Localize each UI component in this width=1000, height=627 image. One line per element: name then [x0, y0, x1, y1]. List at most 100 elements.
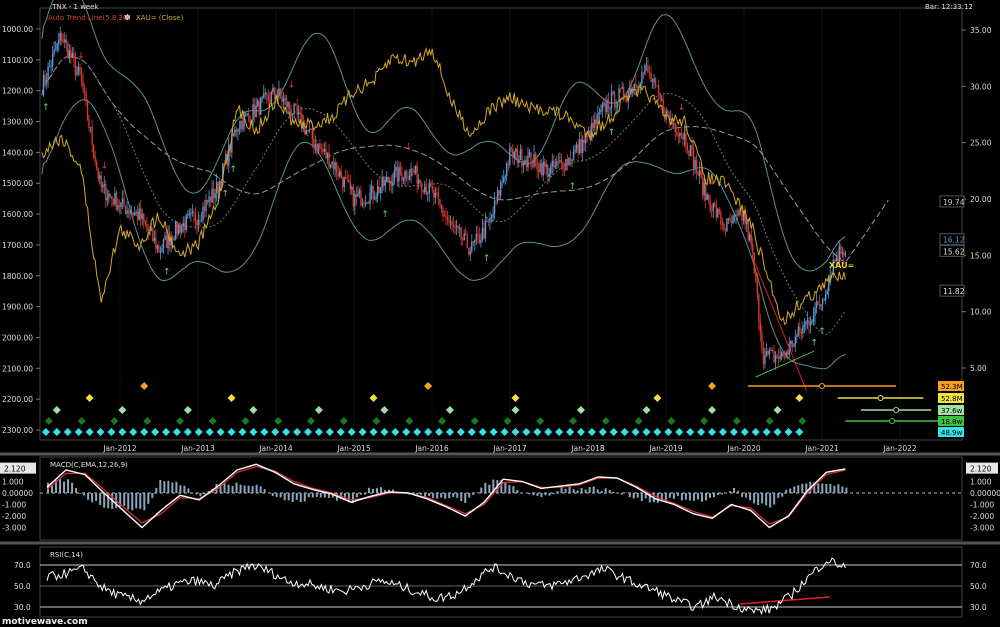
right-tick-label: 30.00	[970, 82, 992, 91]
candle-body	[550, 165, 552, 174]
candle-body	[565, 158, 567, 171]
candle-body	[256, 100, 259, 106]
candle-body	[744, 212, 746, 225]
candle-body	[475, 233, 478, 240]
candle-body	[539, 163, 541, 172]
candle-body	[65, 39, 67, 44]
candle-body	[130, 212, 133, 214]
candle-body	[372, 185, 374, 200]
candle-body	[755, 272, 757, 281]
macd-histogram-bar	[737, 490, 740, 493]
macd-histogram-bar	[444, 493, 447, 499]
candle-body	[785, 352, 787, 357]
candle-body	[282, 98, 285, 102]
macd-right-value-label: 2.120	[970, 465, 992, 474]
signal-diamond-cyan	[489, 428, 498, 436]
candle-body	[123, 198, 125, 207]
candle-body	[536, 159, 538, 170]
left-tick-label: 1200.00	[2, 87, 33, 96]
signal-diamond-cyan	[609, 428, 618, 436]
macd-histogram-bar	[608, 490, 611, 493]
macd-right-label: -3.000	[970, 524, 994, 533]
candle-body	[774, 355, 777, 363]
macd-title: MACD(C,EMA,12,26,9)	[50, 461, 128, 469]
left-tick-label: 1000.00	[2, 25, 33, 34]
candle-body	[814, 308, 816, 316]
candle-body	[695, 159, 698, 173]
candle-body	[629, 87, 631, 92]
macd-histogram-bar	[544, 493, 547, 496]
candle-body	[566, 158, 569, 166]
candle-body	[247, 113, 250, 116]
candle-body	[779, 356, 781, 359]
macd-histogram-bar	[107, 493, 110, 509]
candle-body	[77, 67, 80, 72]
candle-body	[387, 176, 389, 183]
price-label-box	[939, 244, 965, 257]
trend-line-green	[755, 350, 815, 378]
macd-histogram-bar	[464, 493, 467, 503]
macd-histogram-bar	[721, 493, 724, 495]
candle-body	[431, 186, 434, 190]
macd-histogram-bar	[79, 493, 82, 494]
candle-body	[413, 169, 415, 174]
candle-body	[641, 72, 643, 84]
candle-body	[533, 154, 535, 167]
signal-diamond-cyan	[118, 428, 127, 436]
macd-histogram-bar	[713, 493, 716, 498]
gear-icon[interactable]: ✽	[124, 13, 131, 22]
macd-histogram-bar	[741, 493, 744, 497]
candle-body	[302, 123, 304, 129]
candle-body	[58, 40, 60, 44]
candle-body	[442, 208, 444, 216]
candle-body	[414, 165, 417, 174]
signal-diamond-lightgreen	[380, 406, 389, 414]
candle-body	[742, 212, 745, 221]
up-arrow-icon: ↑	[483, 254, 491, 264]
candle-body	[231, 133, 233, 153]
candle-body	[70, 50, 72, 58]
candle-body	[692, 149, 695, 169]
macd-histogram-bar	[295, 493, 298, 500]
candle-body	[472, 241, 475, 243]
candle-body	[457, 226, 459, 229]
candle-body	[99, 175, 101, 179]
candle-body	[108, 193, 110, 198]
macd-histogram-bar	[59, 478, 62, 493]
candle-body	[592, 122, 594, 128]
macd-value-label: 2.120	[4, 465, 26, 474]
signal-diamond-cyan	[555, 428, 564, 436]
macd-histogram-bar	[560, 487, 563, 493]
candle-body	[794, 336, 796, 346]
candle-body	[616, 101, 619, 106]
signal-diamond-cyan	[718, 428, 727, 436]
candle-body	[74, 58, 77, 75]
macd-histogram-bar	[95, 493, 98, 501]
macd-histogram-bar	[287, 493, 290, 501]
macd-histogram-bar	[668, 493, 671, 498]
signal-diamond-cyan	[347, 428, 356, 436]
signal-diamond-lightgreen	[249, 406, 258, 414]
right-tick-label: 20.00	[970, 195, 992, 204]
macd-histogram-bar	[845, 487, 848, 493]
candle-body	[165, 235, 168, 249]
left-tick-label: 2000.00	[2, 333, 33, 342]
right-tick-label: 5.00	[970, 364, 987, 373]
signal-label-box	[938, 381, 964, 391]
macd-histogram-bar	[757, 493, 760, 506]
candle-body	[284, 98, 286, 99]
candle-body	[480, 240, 482, 243]
macd-left-label: -3.000	[2, 524, 26, 533]
candle-body	[604, 102, 607, 113]
macd-histogram-bar	[793, 486, 796, 493]
right-tick-label: 25.00	[970, 139, 992, 148]
signal-diamond-green	[274, 417, 283, 425]
candle-body	[790, 340, 792, 345]
signal-diamond-cyan	[293, 428, 302, 436]
candle-body	[483, 227, 485, 239]
candle-body	[112, 198, 115, 205]
candle-body	[586, 134, 588, 136]
x-tick-label: Jan-2014	[258, 444, 293, 453]
macd-histogram-bar	[143, 493, 146, 511]
